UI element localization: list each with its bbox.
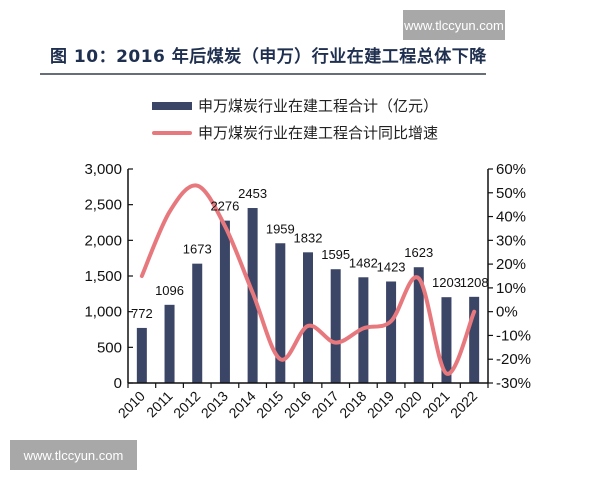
right-tick-label: 0% [496,304,518,321]
data-label: 2276 [210,199,239,214]
data-label: 1623 [404,245,433,260]
x-tick-label: 2020 [392,388,425,421]
data-label: 1096 [155,283,184,298]
legend-line-label: 申万煤炭行业在建工程合计同比增速 [198,124,439,142]
data-label: 1482 [349,255,378,270]
left-tick-label: 1,000 [84,304,122,321]
data-label: 1673 [183,242,212,257]
chart-title: 图 10：2016 年后煤炭（申万）行业在建工程总体下降 [50,47,487,67]
data-label: 1208 [460,275,489,290]
data-label: 1423 [377,259,406,274]
watermark-bottom: www.tlccyun.com [10,440,137,470]
data-label: 2453 [238,186,267,201]
data-label: 1959 [266,221,295,236]
right-tick-label: 30% [496,232,526,249]
x-tick-label: 2014 [225,388,258,421]
right-tick-label: -20% [496,351,531,368]
left-tick-label: 1,500 [84,268,122,285]
bar [303,252,313,383]
bar [441,297,452,383]
x-tick-label: 2021 [419,388,452,421]
x-tick-label: 2016 [281,388,314,421]
right-tick-label: 50% [496,185,526,202]
right-tick-label: 60% [496,161,526,178]
left-tick-label: 3,000 [84,161,122,178]
left-tick-label: 2,000 [84,232,122,249]
bar [330,269,341,383]
bar [136,327,147,383]
legend-item-line: 申万煤炭行业在建工程合计同比增速 [152,119,438,146]
bar [386,281,397,383]
growth-line [139,183,477,376]
bar [469,296,480,383]
line-series [139,183,477,376]
x-tick-label: 2022 [447,388,480,421]
x-tick-label: 2017 [308,388,341,421]
x-tick-label: 2013 [198,388,231,421]
left-tick-label: 2,500 [84,197,122,214]
left-tick-label: 0 [114,375,122,392]
right-tick-label: -30% [496,375,531,392]
bar [192,263,203,383]
bar [275,243,286,383]
left-tick-label: 500 [97,339,122,356]
bar-swatch-icon [152,101,192,110]
data-label: 772 [131,306,153,321]
data-label: 1832 [294,230,323,245]
right-tick-label: 20% [496,256,526,273]
chart-legend: 申万煤炭行业在建工程合计（亿元） 申万煤炭行业在建工程合计同比增速 [152,92,438,146]
x-tick-label: 2018 [336,388,369,421]
data-label: 1595 [321,247,350,262]
x-tick-label: 2012 [170,388,203,421]
data-labels: 7721096167322762453195918321595148214231… [131,186,489,321]
right-tick-label: 40% [496,209,526,226]
legend-item-bar: 申万煤炭行业在建工程合计（亿元） [152,92,438,119]
x-tick-label: 2015 [253,388,286,421]
x-tick-label: 2010 [115,388,148,421]
legend-bar-label: 申万煤炭行业在建工程合计（亿元） [198,97,439,115]
right-tick-label: 10% [496,280,526,297]
right-tick-label: -10% [496,327,531,344]
title-divider [40,73,486,75]
bar [413,267,424,383]
bar [164,304,175,383]
bar [219,220,230,383]
x-tick-label: 2011 [143,388,176,421]
x-tick-label: 2019 [364,388,397,421]
data-label: 1203 [432,275,461,290]
watermark-top: www.tlccyun.com [403,10,505,40]
line-swatch-icon [152,130,192,135]
